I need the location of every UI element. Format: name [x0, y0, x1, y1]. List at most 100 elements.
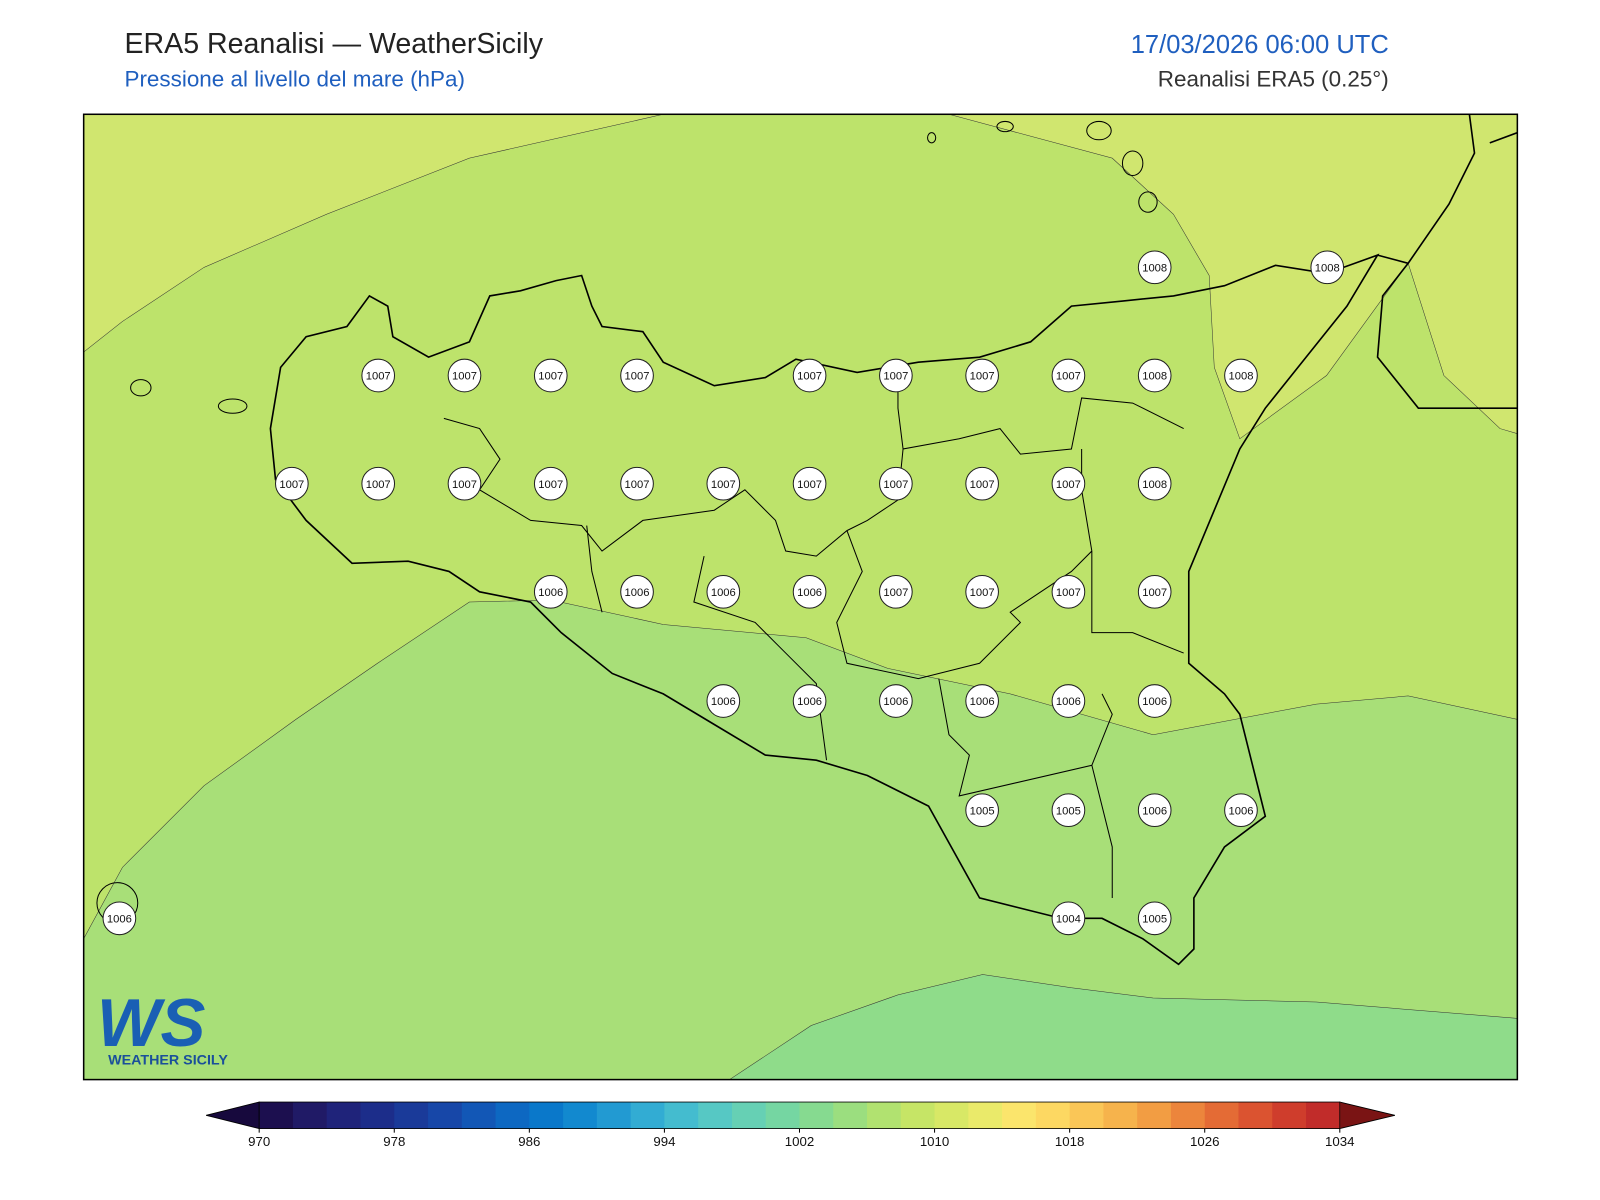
pressure-label: 1006 — [797, 696, 822, 708]
island — [927, 132, 937, 144]
station-marker — [1137, 250, 1172, 285]
pressure-label: 1007 — [797, 479, 822, 491]
pressure-label: 1007 — [970, 371, 995, 383]
pressure-label: 1006 — [797, 587, 822, 599]
pressure-label: 1007 — [625, 479, 650, 491]
pressure-label: 1007 — [279, 479, 304, 491]
colorbar-bin — [1035, 1102, 1071, 1129]
title: ERA5 Reanalisi — WeatherSicily — [124, 28, 543, 60]
station-marker — [1137, 901, 1172, 936]
field-1004 — [729, 974, 1518, 1080]
pressure-label: 1007 — [625, 371, 650, 383]
station-marker — [792, 684, 827, 718]
pressure-label: 1007 — [970, 479, 995, 491]
colorbar-bin — [867, 1102, 902, 1129]
colorbar-bin — [292, 1102, 328, 1129]
colorbar-bin — [799, 1102, 834, 1129]
colorbar-bin — [731, 1102, 767, 1129]
pressure-label: 1006 — [1142, 696, 1167, 708]
colorbar-bin — [765, 1102, 800, 1129]
island — [1121, 150, 1144, 177]
colorbar-tick-label: 1018 — [1055, 1134, 1084, 1149]
pressure-label: 1007 — [1056, 587, 1081, 599]
sicily-coast — [269, 253, 1380, 966]
pressure-label: 1007 — [883, 479, 908, 491]
pressure-label: 1005 — [1142, 913, 1167, 925]
station-marker — [1051, 575, 1086, 609]
stations: 1008 1008 1007 1007 1007 1007 1007 1007 1007 1007… — [102, 250, 1345, 936]
colorbar-bin — [1170, 1102, 1206, 1129]
colorbar-bin — [563, 1102, 598, 1129]
station-marker — [879, 466, 913, 501]
field-1010 — [948, 114, 1518, 440]
pressure-label: 1007 — [797, 371, 822, 383]
station-marker — [1137, 466, 1172, 501]
colorbar-tick-label: 970 — [248, 1134, 270, 1149]
station-marker — [706, 575, 741, 609]
subtitle: Pressione al livello del mare (hPa) — [124, 67, 464, 92]
station-marker — [1051, 358, 1086, 393]
colorbar-bin — [1103, 1102, 1138, 1129]
pressure-label: 1008 — [1315, 262, 1340, 274]
colorbar-bin — [1137, 1102, 1172, 1129]
station-marker — [1137, 684, 1172, 718]
station-marker — [533, 466, 568, 501]
colorbar-bin — [1002, 1102, 1037, 1129]
field-1006 — [83, 599, 1518, 1080]
colorbar-bin — [1238, 1102, 1273, 1129]
pressure-label: 1007 — [1056, 479, 1081, 491]
pressure-label: 1007 — [711, 479, 736, 491]
colorbar-bin — [326, 1102, 362, 1129]
station-marker — [1224, 358, 1258, 393]
colorbar-bin — [968, 1102, 1003, 1129]
station-marker — [879, 684, 913, 718]
pressure-label: 1006 — [1228, 805, 1253, 817]
station-marker — [275, 466, 309, 501]
pressure-label: 1006 — [1142, 805, 1167, 817]
station-marker — [965, 358, 999, 393]
pressure-label: 1007 — [366, 371, 391, 383]
station-marker — [1051, 466, 1086, 501]
pressure-label: 1007 — [366, 479, 391, 491]
station-marker — [1310, 250, 1345, 285]
province-borders — [443, 367, 1184, 898]
colorbar-bin — [428, 1102, 463, 1129]
station-marker — [620, 358, 654, 393]
colorbar: 970 978 986 994 1002 1010 1018 1026 1034 — [206, 1101, 1395, 1149]
colorbar-bin — [529, 1102, 564, 1129]
pressure-label: 1008 — [1142, 371, 1167, 383]
station-marker — [1224, 793, 1258, 828]
station-marker — [965, 466, 999, 501]
colorbar-bin — [900, 1102, 936, 1129]
pressure-label: 1008 — [1228, 371, 1253, 383]
station-marker — [1137, 575, 1172, 609]
station-marker — [533, 575, 568, 609]
pressure-label: 1004 — [1056, 913, 1081, 925]
station-marker — [1137, 793, 1172, 828]
pressure-label: 1007 — [1142, 587, 1167, 599]
pressure-label: 1007 — [538, 371, 563, 383]
colorbar-bin — [630, 1102, 665, 1129]
station-marker — [1051, 793, 1086, 828]
station-marker — [792, 575, 827, 609]
colorbar-bin — [461, 1102, 497, 1129]
station-marker — [965, 684, 999, 718]
station-marker — [879, 358, 913, 393]
colorbar-bin — [1272, 1102, 1307, 1129]
colorbar-bin — [596, 1102, 632, 1129]
island — [1138, 191, 1158, 213]
station-marker — [533, 358, 568, 393]
pressure-label: 1008 — [1142, 479, 1167, 491]
station-marker — [1051, 901, 1086, 936]
pressure-label: 1007 — [538, 479, 563, 491]
station-marker — [1051, 684, 1086, 718]
source: Reanalisi ERA5 (0.25°) — [1158, 67, 1389, 92]
station-marker — [965, 575, 999, 609]
map: WS WEATHER SICILY — [83, 114, 1518, 1080]
colorbar-bin — [259, 1102, 294, 1129]
colorbar-bin — [360, 1102, 395, 1129]
station-marker — [879, 575, 913, 609]
colorbar-tick-label: 1010 — [920, 1134, 949, 1149]
pressure-label: 1006 — [538, 587, 563, 599]
pressure-label: 1007 — [883, 587, 908, 599]
